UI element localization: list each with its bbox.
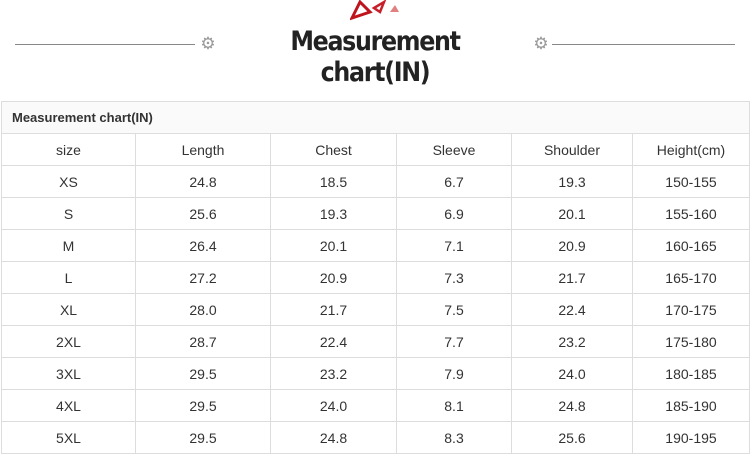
table-cell: 7.7 <box>396 325 512 358</box>
table-cell: 28.7 <box>135 325 271 358</box>
table-cell: 21.7 <box>270 293 397 326</box>
table-cell: 24.0 <box>511 357 633 390</box>
table-header-row: size Length Chest Sleeve Shoulder Height(cm) <box>1 133 750 166</box>
table-cell: 29.5 <box>135 389 271 422</box>
table-cell: 170-175 <box>632 293 750 326</box>
table-row: S 25.6 19.3 6.9 20.1 155-160 <box>1 197 750 230</box>
table-cell: 24.8 <box>270 421 397 454</box>
column-header: Shoulder <box>511 133 633 166</box>
gear-icon: ⚙ <box>533 34 549 53</box>
divider-left <box>15 44 195 45</box>
table-cell: 7.5 <box>396 293 512 326</box>
table-row: 2XL 28.7 22.4 7.7 23.2 175-180 <box>1 325 750 358</box>
table-cell: 150-155 <box>632 165 750 198</box>
table-cell: 18.5 <box>270 165 397 198</box>
table-cell: 3XL <box>1 357 136 390</box>
table-cell: 8.1 <box>396 389 512 422</box>
table-cell: 180-185 <box>632 357 750 390</box>
table-cell: 20.1 <box>511 197 633 230</box>
measurement-table: Measurement chart(IN) size Length Chest Slee… <box>1 101 750 454</box>
column-header: Length <box>135 133 271 166</box>
table-cell: 8.3 <box>396 421 512 454</box>
table-cell: XS <box>1 165 136 198</box>
table-row: M 26.4 20.1 7.1 20.9 160-165 <box>1 229 750 262</box>
column-header: size <box>1 133 136 166</box>
table-cell: 25.6 <box>135 197 271 230</box>
table-cell: 27.2 <box>135 261 271 294</box>
table-cell: 7.9 <box>396 357 512 390</box>
table-cell: 7.3 <box>396 261 512 294</box>
column-header: Chest <box>270 133 397 166</box>
table-cell: 6.9 <box>396 197 512 230</box>
table-cell: 23.2 <box>511 325 633 358</box>
table-row: 3XL 29.5 23.2 7.9 24.0 180-185 <box>1 357 750 390</box>
table-cell: 19.3 <box>270 197 397 230</box>
table-cell: 5XL <box>1 421 136 454</box>
table-row: 4XL 29.5 24.0 8.1 24.8 185-190 <box>1 389 750 422</box>
table-cell: 22.4 <box>270 325 397 358</box>
table-cell: 29.5 <box>135 357 271 390</box>
table-cell: 190-195 <box>632 421 750 454</box>
table-cell: 4XL <box>1 389 136 422</box>
table-cell: 25.6 <box>511 421 633 454</box>
table-cell: M <box>1 229 136 262</box>
table-cell: XL <box>1 293 136 326</box>
table-cell: L <box>1 261 136 294</box>
table-caption: Measurement chart(IN) <box>1 101 750 134</box>
table-cell: 2XL <box>1 325 136 358</box>
table-row: 5XL 29.5 24.8 8.3 25.6 190-195 <box>1 421 750 454</box>
table-cell: 165-170 <box>632 261 750 294</box>
table-cell: 26.4 <box>135 229 271 262</box>
triangle-decoration-icon <box>350 0 399 21</box>
table-cell: 29.5 <box>135 421 271 454</box>
table-cell: 7.1 <box>396 229 512 262</box>
table-caption-row: Measurement chart(IN) <box>1 101 750 134</box>
table-cell: 20.9 <box>511 229 633 262</box>
table-cell: 21.7 <box>511 261 633 294</box>
table-cell: 23.2 <box>270 357 397 390</box>
gear-icon: ⚙ <box>200 34 216 53</box>
divider-right <box>552 44 735 45</box>
table-cell: 175-180 <box>632 325 750 358</box>
table-cell: 20.9 <box>270 261 397 294</box>
table-cell: 6.7 <box>396 165 512 198</box>
table-cell: 24.8 <box>511 389 633 422</box>
table-cell: 22.4 <box>511 293 633 326</box>
table-cell: 185-190 <box>632 389 750 422</box>
table-cell: 20.1 <box>270 229 397 262</box>
page-title: Measurement chart(IN) <box>290 26 461 88</box>
table-cell: 19.3 <box>511 165 633 198</box>
table-row: L 27.2 20.9 7.3 21.7 165-170 <box>1 261 750 294</box>
column-header: Height(cm) <box>632 133 750 166</box>
table-cell: 24.0 <box>270 389 397 422</box>
table-row: XS 24.8 18.5 6.7 19.3 150-155 <box>1 165 750 198</box>
table-row: XL 28.0 21.7 7.5 22.4 170-175 <box>1 293 750 326</box>
table-cell: 24.8 <box>135 165 271 198</box>
table-cell: 155-160 <box>632 197 750 230</box>
column-header: Sleeve <box>396 133 512 166</box>
table-cell: S <box>1 197 136 230</box>
table-cell: 28.0 <box>135 293 271 326</box>
table-cell: 160-165 <box>632 229 750 262</box>
